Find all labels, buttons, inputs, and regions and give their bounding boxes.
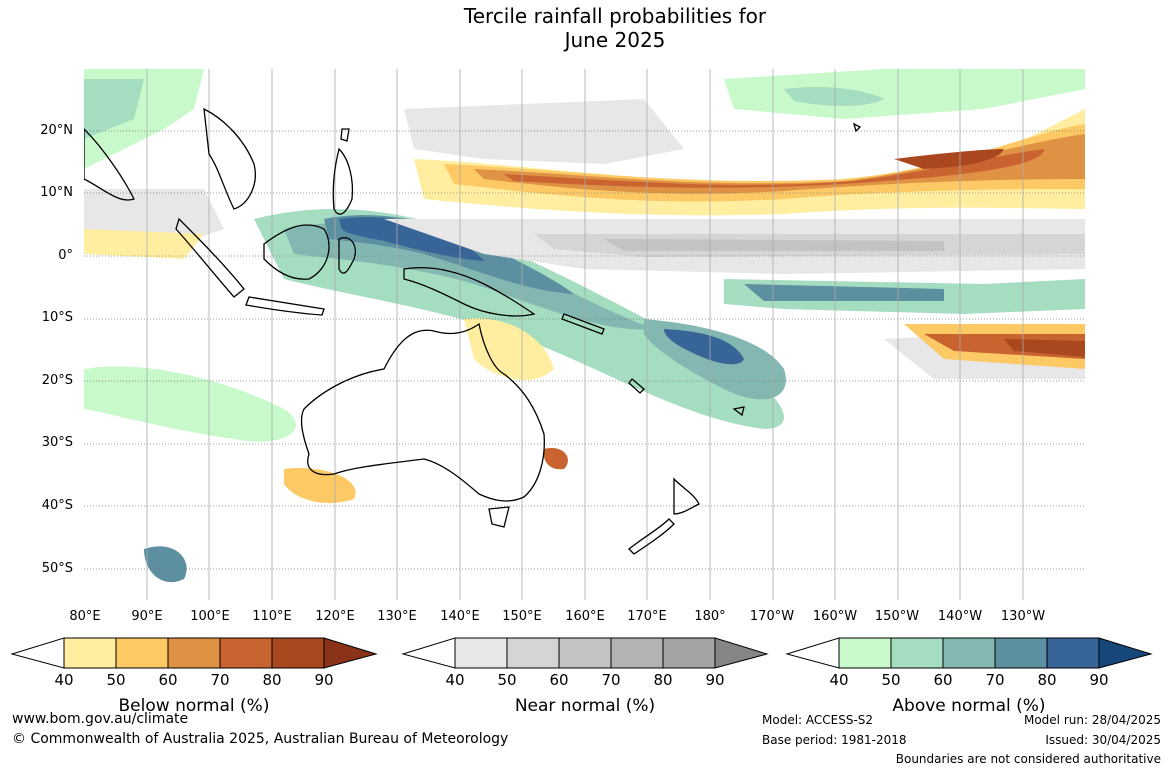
title-line-2: June 2025	[564, 28, 666, 52]
lon-label: 130°E	[377, 609, 417, 624]
sumatra-outline	[175, 217, 245, 298]
colorbar-tick: 90	[1089, 671, 1109, 689]
graticule	[84, 69, 1085, 600]
lon-label: 150°W	[874, 609, 920, 624]
colorbar-tick: 60	[933, 671, 953, 689]
above-normal-colorbar	[785, 637, 1153, 669]
colorbar-tick: 80	[262, 671, 282, 689]
above-normal-regions	[84, 69, 1085, 583]
colorbar-tick: 90	[314, 671, 334, 689]
tasmania-outline	[488, 506, 510, 528]
lat-label: 40°S	[41, 498, 73, 513]
map-svg	[84, 69, 1085, 600]
colorbar-tick: 40	[829, 671, 849, 689]
lat-label: 30°S	[41, 435, 73, 450]
below-normal-label: Below normal (%)	[118, 696, 270, 716]
hawaii-outline	[852, 122, 862, 133]
lat-label: 20°N	[40, 123, 73, 138]
coastlines	[84, 107, 862, 555]
lon-label: 110°E	[252, 609, 292, 624]
colorbar-tick: 40	[54, 671, 74, 689]
new-caledonia-outline	[628, 378, 645, 394]
solomon-islands-outline	[561, 313, 605, 335]
java-outline	[245, 296, 325, 316]
below-normal-colorbar	[10, 637, 378, 669]
lon-label: 160°W	[812, 609, 858, 624]
near-normal-label: Near normal (%)	[514, 696, 656, 716]
lat-label: 10°S	[41, 310, 73, 325]
lon-label: 80°E	[69, 609, 101, 624]
lat-label: 0°	[58, 248, 73, 263]
model-run-text: Model run: 28/04/2025	[1023, 713, 1161, 727]
india-outline	[84, 128, 135, 201]
map-title: Tercile rainfall probabilities for June …	[0, 4, 1173, 52]
model-text: Model: ACCESS-S2	[762, 713, 874, 727]
below-normal-regions	[84, 109, 1085, 504]
colorbar-tick: 60	[158, 671, 178, 689]
australia-outline	[300, 322, 545, 502]
colorbar-tick: 60	[549, 671, 569, 689]
colorbar-tick: 40	[445, 671, 465, 689]
colorbar-tick: 80	[653, 671, 673, 689]
fiji-outline	[732, 406, 745, 417]
disclaimer-text: Boundaries are not considered authoritat…	[895, 752, 1161, 766]
borneo-outline	[263, 224, 330, 280]
new-zealand-south-outline	[628, 518, 675, 555]
colorbar-tick: 50	[106, 671, 126, 689]
taiwan-outline	[340, 128, 350, 142]
indochina-outline	[203, 107, 256, 210]
title-line-1: Tercile rainfall probabilities for	[463, 4, 767, 28]
lon-label: 120°E	[315, 609, 355, 624]
lat-label: 20°S	[41, 373, 73, 388]
probability-map	[84, 69, 1085, 600]
lat-label: 10°N	[40, 185, 73, 200]
near-normal-colorbar	[401, 637, 769, 669]
colorbar-tick: 80	[1037, 671, 1057, 689]
lon-label: 180°	[694, 609, 726, 624]
lon-label: 100°E	[190, 609, 230, 624]
sulawesi-outline	[338, 237, 356, 274]
lon-label: 90°E	[131, 609, 163, 624]
lon-label: 160°E	[565, 609, 605, 624]
philippines-outline	[332, 147, 354, 215]
lon-label: 170°E	[627, 609, 667, 624]
colorbar-tick: 90	[705, 671, 725, 689]
lon-label: 150°E	[502, 609, 542, 624]
lon-label: 140°W	[937, 609, 983, 624]
issued-text: Issued: 30/04/2025	[1045, 733, 1161, 747]
colorbar-tick: 70	[601, 671, 621, 689]
lon-label: 130°W	[1000, 609, 1046, 624]
above-normal-label: Above normal (%)	[892, 696, 1046, 716]
copyright-text: © Commonwealth of Australia 2025, Austra…	[12, 731, 509, 747]
website-link[interactable]: www.bom.gov.au/climate	[12, 711, 189, 727]
new-guinea-outline	[403, 267, 536, 317]
base-period-text: Base period: 1981-2018	[762, 733, 907, 747]
colorbar-tick: 70	[985, 671, 1005, 689]
colorbar-tick: 50	[497, 671, 517, 689]
lon-label: 170°W	[749, 609, 795, 624]
lat-label: 50°S	[41, 561, 73, 576]
colorbar-tick: 50	[881, 671, 901, 689]
lon-label: 140°E	[440, 609, 480, 624]
colorbar-tick: 70	[210, 671, 230, 689]
new-zealand-north-outline	[673, 477, 700, 515]
